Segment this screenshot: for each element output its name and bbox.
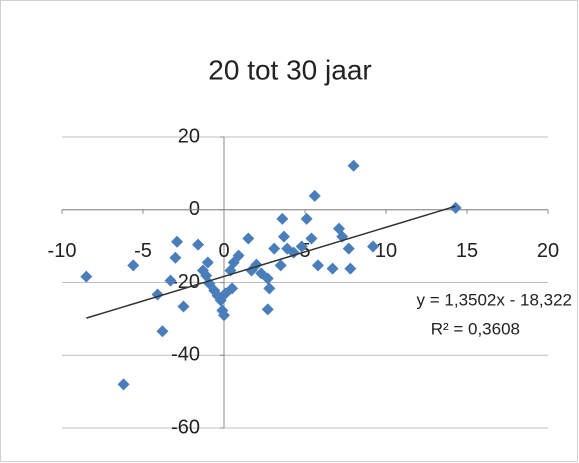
data-point <box>169 251 182 264</box>
data-point <box>156 325 169 338</box>
trendline <box>86 205 456 319</box>
data-point <box>274 259 287 272</box>
x-tick-label: 15 <box>456 240 478 262</box>
data-point <box>201 256 214 269</box>
y-tick-label: 20 <box>178 125 200 147</box>
data-point <box>268 242 281 255</box>
data-point <box>311 259 324 272</box>
data-point <box>344 262 357 275</box>
data-point <box>263 282 276 295</box>
x-tick-label: -10 <box>48 240 77 262</box>
x-tick-label: 5 <box>299 240 310 262</box>
data-point <box>276 212 289 225</box>
y-tick-label: -20 <box>171 271 200 293</box>
data-point <box>226 282 239 295</box>
data-point <box>261 303 274 316</box>
data-point <box>171 235 184 248</box>
data-point <box>347 159 360 172</box>
data-point <box>245 264 258 277</box>
data-point <box>261 272 274 285</box>
data-point <box>117 378 130 391</box>
y-tick-label: 0 <box>189 198 200 220</box>
data-point <box>305 232 318 245</box>
r-squared: R² = 0,3608 <box>431 319 520 338</box>
data-point <box>308 189 321 202</box>
chart-title: 20 tot 30 jaar <box>208 54 371 85</box>
x-tick-label: 0 <box>218 240 229 262</box>
data-point <box>326 262 339 275</box>
x-tick-label: 20 <box>537 240 559 262</box>
data-point <box>192 238 205 251</box>
data-point <box>295 240 308 253</box>
data-point <box>218 309 230 322</box>
y-tick-label: -60 <box>171 416 200 438</box>
trendline-equation: y = 1,3502x - 18,322 <box>417 290 572 309</box>
data-point <box>127 259 140 272</box>
data-point <box>80 270 93 283</box>
y-tick-label: -40 <box>171 344 200 366</box>
data-point <box>342 242 355 255</box>
data-point <box>242 232 255 245</box>
x-tick-label: 10 <box>375 240 397 262</box>
data-point <box>277 230 290 243</box>
data-point <box>164 274 177 287</box>
data-point <box>300 212 313 225</box>
x-tick-label: -5 <box>134 240 152 262</box>
data-point <box>367 240 380 253</box>
data-point <box>449 201 462 214</box>
data-point <box>232 249 245 262</box>
data-point <box>177 300 190 313</box>
